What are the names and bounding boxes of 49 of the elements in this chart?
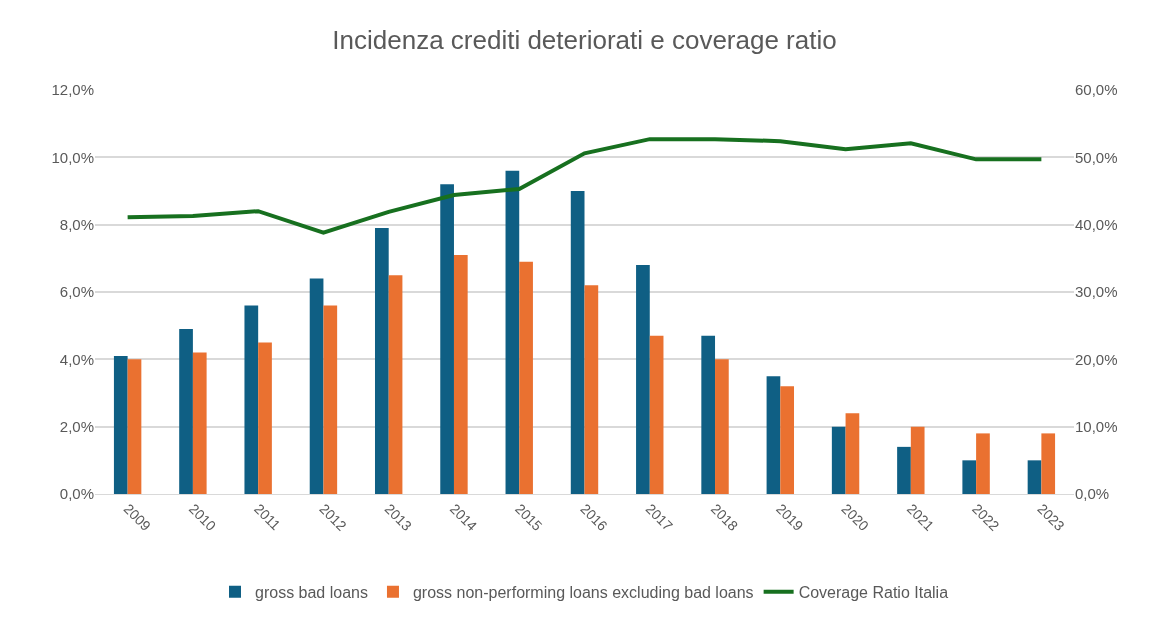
y-tick-label: 6,0% [59, 283, 94, 301]
bar [244, 305, 259, 494]
bar [570, 191, 585, 494]
y2-tick-label: 60,0% [1075, 81, 1118, 99]
bar [440, 184, 454, 494]
bar [179, 329, 193, 494]
legend-label: gross bad loans [255, 583, 368, 601]
chart-title: Incidenza crediti deteriorati e coverage ratio [332, 25, 837, 56]
y2-tick-label: 20,0% [1075, 350, 1118, 368]
bar [584, 285, 599, 494]
bar [388, 275, 403, 494]
bar [780, 386, 795, 494]
legend-label: Coverage Ratio Italia [798, 583, 949, 601]
y-tick-label: 0,0% [59, 485, 94, 503]
bar [113, 355, 128, 494]
bar [766, 376, 781, 494]
bar [323, 305, 338, 494]
bar [715, 359, 729, 494]
bar [976, 433, 990, 494]
y-tick-label: 10,0% [51, 148, 94, 166]
y-tick-label: 4,0% [59, 350, 94, 368]
bar [962, 460, 977, 494]
bar [192, 352, 207, 494]
bar [845, 413, 860, 494]
y2-tick-label: 50,0% [1075, 148, 1118, 166]
bar [258, 342, 272, 494]
y-tick-label: 12,0% [51, 81, 94, 99]
bar [127, 359, 142, 494]
bar [831, 426, 846, 494]
bar [897, 446, 911, 494]
y-tick-label: 2,0% [59, 417, 94, 435]
legend-label: gross non-performing loans excluding bad loans [412, 583, 754, 601]
bar [374, 228, 389, 494]
y2-tick-label: 0,0% [1075, 485, 1110, 503]
bar [636, 265, 650, 494]
bar [1041, 433, 1056, 494]
line-series [125, 137, 1044, 235]
bar [910, 426, 925, 494]
bar [649, 335, 664, 494]
bar [309, 278, 324, 494]
y-tick-label: 8,0% [59, 215, 94, 233]
y2-tick-label: 40,0% [1075, 215, 1118, 233]
bar [701, 335, 716, 494]
bar [519, 261, 533, 494]
y2-tick-label: 30,0% [1075, 283, 1118, 301]
y2-tick-label: 10,0% [1075, 417, 1118, 435]
bar [1027, 460, 1042, 494]
bar [505, 170, 520, 494]
bar [453, 254, 468, 494]
